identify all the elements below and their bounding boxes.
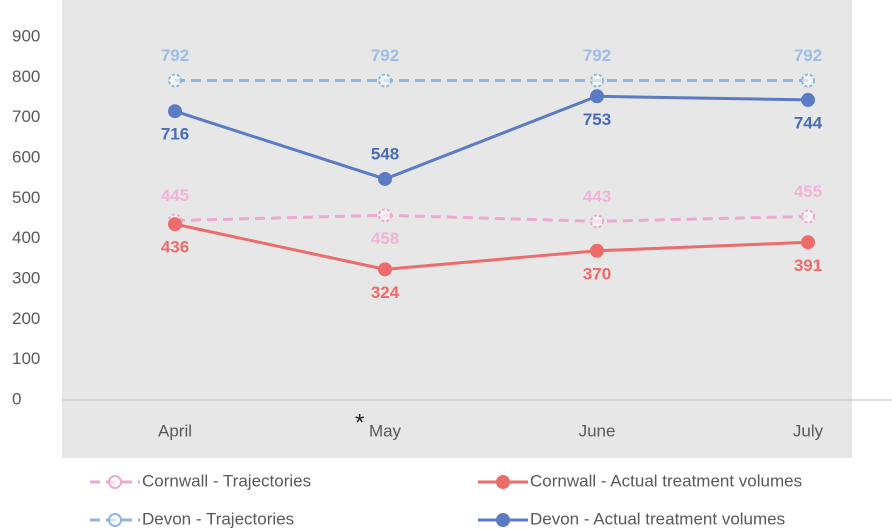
data-label: 391 (794, 256, 822, 275)
y-tick-label: 900 (12, 26, 40, 45)
data-label: 716 (161, 125, 189, 144)
y-tick-label: 800 (12, 67, 40, 86)
marker (590, 73, 604, 88)
marker (378, 262, 392, 277)
y-tick-label: 200 (12, 309, 40, 328)
data-label: 753 (583, 110, 611, 129)
marker (378, 171, 392, 186)
x-tick-label: April (158, 421, 192, 440)
data-label: 792 (794, 46, 822, 65)
marker (590, 214, 604, 229)
series-line (174, 213, 809, 223)
x-tick-label: May (369, 421, 402, 440)
data-label: 324 (371, 283, 400, 302)
marker (801, 209, 815, 224)
y-tick-label: 400 (12, 228, 40, 247)
x-tick-label: July (793, 421, 824, 440)
y-tick-label: 300 (12, 268, 40, 287)
legend-label: Cornwall - Trajectories (142, 471, 311, 490)
data-label: 445 (161, 186, 189, 205)
data-label: 792 (583, 46, 611, 65)
legend-marker (496, 475, 510, 489)
legend-marker (496, 513, 510, 527)
y-tick-label: 500 (12, 188, 40, 207)
data-label: 443 (583, 187, 611, 206)
marker (801, 73, 815, 88)
marker (801, 92, 815, 107)
data-label: 455 (794, 182, 822, 201)
x-tick-label: June (579, 421, 616, 440)
marker (168, 104, 182, 119)
marker (801, 235, 815, 250)
series-line (174, 94, 809, 181)
y-tick-label: 100 (12, 349, 40, 368)
marker (168, 217, 182, 232)
marker (590, 243, 604, 258)
legend-label: Devon - Trajectories (142, 509, 294, 528)
plot-background (62, 0, 852, 458)
data-label: 436 (161, 238, 189, 257)
data-label: 792 (371, 46, 399, 65)
marker (590, 89, 604, 104)
marker (378, 208, 392, 223)
series-line (174, 222, 809, 271)
y-tick-label: 700 (12, 107, 40, 126)
data-label: 548 (371, 144, 399, 163)
data-label: 458 (371, 229, 399, 248)
legend-marker (108, 513, 122, 527)
marker (168, 73, 182, 88)
data-label: 370 (583, 264, 611, 283)
y-tick-label: 600 (12, 147, 40, 166)
legend-marker (108, 475, 122, 489)
y-tick-label: 0 (12, 389, 21, 408)
legend-label: Devon - Actual treatment volumes (530, 509, 785, 528)
data-label: 792 (161, 46, 189, 65)
data-label: 744 (794, 113, 823, 132)
marker (378, 73, 392, 88)
annotation: * (355, 409, 364, 436)
legend-label: Cornwall - Actual treatment volumes (530, 471, 802, 490)
